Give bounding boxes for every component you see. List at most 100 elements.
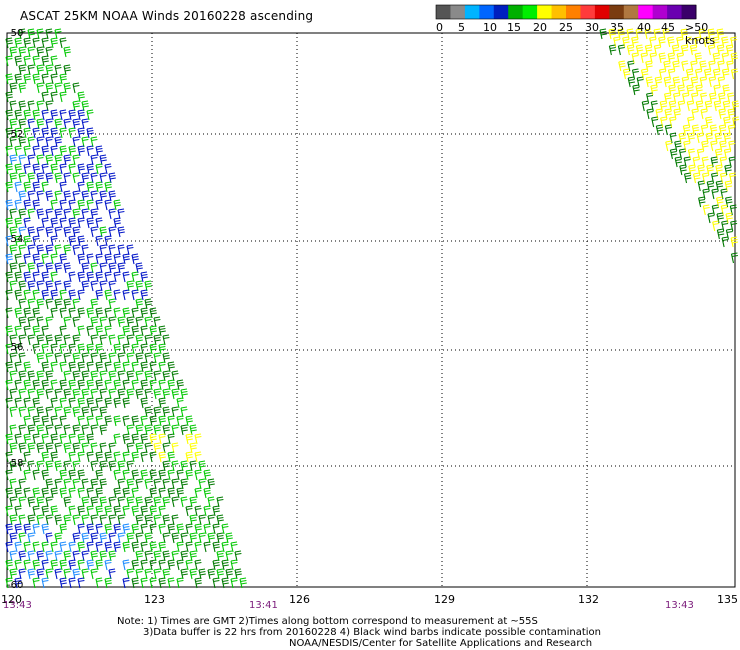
wind-barb — [63, 64, 71, 76]
wind-barb — [59, 181, 67, 193]
wind-barb — [50, 559, 58, 571]
wind-barb — [167, 577, 175, 589]
wind-barb — [77, 289, 85, 301]
wind-barb — [721, 236, 729, 248]
wind-barb — [153, 496, 161, 508]
wind-barb — [99, 280, 107, 292]
colorbar-swatches — [435, 4, 697, 20]
wind-barb — [50, 91, 58, 103]
wind-barb — [72, 226, 80, 238]
wind-barb — [86, 163, 94, 175]
wind-barb — [5, 361, 13, 373]
wind-barb — [50, 37, 58, 49]
wind-barb — [41, 37, 49, 49]
wind-barb — [27, 388, 35, 400]
wind-barb — [113, 199, 121, 211]
colorbar-swatch — [522, 5, 538, 19]
wind-barb — [86, 415, 94, 427]
wind-barb — [86, 217, 94, 229]
wind-barb — [681, 60, 689, 72]
wind-barb — [153, 478, 161, 490]
wind-barb — [54, 154, 62, 166]
wind-barb — [23, 163, 31, 175]
wind-barb — [90, 424, 98, 436]
wind-barb — [41, 55, 49, 67]
wind-barb — [158, 433, 166, 445]
wind-barb — [99, 172, 107, 184]
wind-barb — [68, 163, 76, 175]
wind-barb — [50, 127, 58, 139]
wind-barb — [72, 190, 80, 202]
wind-barb — [113, 361, 121, 373]
wind-barb — [50, 451, 58, 463]
wind-barb — [108, 208, 116, 220]
wind-barb — [23, 127, 31, 139]
wind-barb — [9, 442, 17, 454]
wind-barb — [14, 55, 22, 67]
wind-barb — [81, 532, 89, 544]
wind-barb — [108, 568, 116, 580]
wind-barb — [221, 559, 229, 571]
wind-barb — [90, 352, 98, 364]
wind-barb — [86, 523, 94, 535]
wind-barb — [9, 118, 17, 130]
wind-barb — [32, 433, 40, 445]
wind-barb — [171, 442, 179, 454]
wind-barb — [117, 370, 125, 382]
wind-barb — [122, 361, 130, 373]
wind-barb — [95, 145, 103, 157]
wind-barb — [36, 262, 44, 274]
wind-barb — [618, 60, 626, 72]
wind-barb — [167, 523, 175, 535]
wind-barb — [99, 334, 107, 346]
wind-barb — [131, 307, 139, 319]
wind-barb — [194, 505, 202, 517]
wind-barb — [81, 370, 89, 382]
wind-barb — [700, 108, 708, 120]
wind-barb — [23, 271, 31, 283]
wind-barb — [36, 154, 44, 166]
wind-barb — [108, 460, 116, 472]
wind-barb — [95, 307, 103, 319]
wind-barb — [140, 577, 148, 589]
wind-barb — [45, 406, 53, 418]
wind-barb — [216, 568, 224, 580]
wind-barb — [14, 307, 22, 319]
wind-barb — [9, 478, 17, 490]
wind-barb — [162, 352, 170, 364]
wind-barb — [669, 148, 678, 160]
wind-barb — [81, 514, 89, 526]
wind-barb — [158, 325, 166, 337]
wind-barb — [50, 73, 58, 85]
wind-barb — [45, 316, 53, 328]
wind-barb — [122, 325, 130, 337]
wind-barb — [90, 460, 98, 472]
wind-barb — [708, 76, 716, 88]
wind-barb — [81, 352, 89, 364]
wind-barb — [63, 262, 71, 274]
wind-barb — [36, 568, 44, 580]
wind-barb — [68, 577, 76, 589]
wind-barb — [99, 406, 107, 418]
wind-barb — [45, 550, 53, 562]
wind-barb — [72, 424, 80, 436]
wind-barb — [9, 532, 17, 544]
wind-barb — [18, 154, 26, 166]
wind-barb — [144, 550, 152, 562]
wind-barb — [104, 163, 112, 175]
wind-barb — [153, 334, 161, 346]
wind-barb — [18, 64, 26, 76]
wind-barb — [59, 109, 67, 121]
wind-barb — [631, 36, 639, 48]
wind-barb — [68, 343, 76, 355]
wind-barb — [59, 343, 67, 355]
wind-barb — [140, 541, 148, 553]
wind-barb — [104, 199, 112, 211]
wind-barb — [667, 52, 675, 64]
wind-barb — [144, 352, 152, 364]
wind-barb — [9, 388, 17, 400]
wind-barb — [63, 550, 71, 562]
wind-barb — [81, 424, 89, 436]
wind-barb — [632, 84, 640, 96]
wind-barb — [50, 217, 58, 229]
